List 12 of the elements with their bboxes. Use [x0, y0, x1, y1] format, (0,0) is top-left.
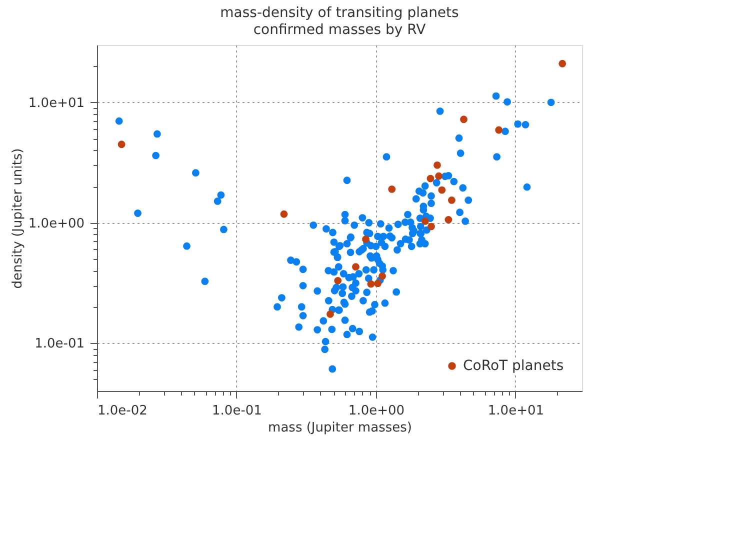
x-tick-label: 1.0e+00: [348, 404, 405, 418]
y-tick-label: 1.0e+00: [28, 216, 84, 232]
x-axis-title: mass (Jupiter masses): [268, 420, 412, 436]
y-axis-title: density (Jupiter units): [10, 148, 26, 289]
y-tick-label: 1.0e-01: [34, 336, 84, 352]
chart-subtitle: confirmed masses by RV: [253, 22, 426, 38]
x-tick-label: 1.0e-01: [212, 404, 262, 418]
chart-title: mass-density of transiting planets: [220, 5, 459, 21]
x-tick-label: 1.0e+01: [488, 404, 544, 418]
y-tick-label: 1.0e+01: [28, 96, 84, 111]
x-tick-label: 1.0e-02: [98, 404, 148, 418]
legend-label: CoRoT planets: [463, 358, 564, 374]
